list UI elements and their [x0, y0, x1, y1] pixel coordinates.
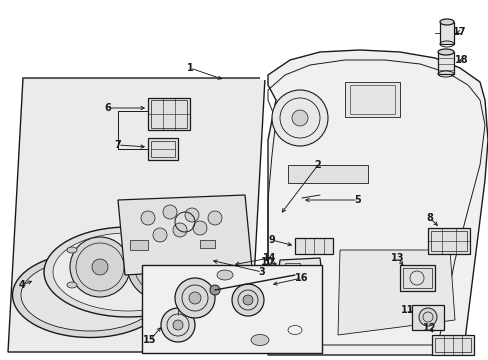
- Bar: [427, 228, 469, 254]
- Circle shape: [153, 228, 167, 242]
- Text: 8: 8: [426, 213, 432, 223]
- Bar: [148, 98, 190, 130]
- Polygon shape: [337, 250, 454, 335]
- Text: 9: 9: [268, 235, 275, 245]
- Circle shape: [175, 278, 215, 318]
- Ellipse shape: [437, 49, 453, 55]
- Bar: [200, 240, 215, 248]
- Circle shape: [161, 308, 195, 342]
- Circle shape: [70, 237, 130, 297]
- Bar: [142, 265, 321, 353]
- Ellipse shape: [217, 270, 232, 280]
- Circle shape: [271, 90, 327, 146]
- Circle shape: [163, 205, 177, 219]
- Ellipse shape: [250, 334, 268, 346]
- Polygon shape: [260, 15, 487, 355]
- Polygon shape: [118, 195, 251, 275]
- Ellipse shape: [13, 252, 167, 338]
- Circle shape: [209, 285, 220, 295]
- Ellipse shape: [44, 227, 212, 317]
- Circle shape: [207, 211, 222, 225]
- Ellipse shape: [53, 233, 203, 311]
- Text: 3: 3: [258, 267, 265, 277]
- Bar: [285, 263, 299, 273]
- Text: 7: 7: [114, 140, 121, 150]
- Bar: [151, 100, 186, 128]
- Text: 16: 16: [295, 273, 308, 283]
- Bar: [349, 85, 394, 114]
- Text: 1: 1: [186, 63, 193, 73]
- Bar: [345, 82, 399, 117]
- Bar: [439, 22, 453, 44]
- Text: 13: 13: [390, 253, 404, 263]
- Circle shape: [127, 230, 197, 300]
- Bar: [148, 138, 178, 160]
- Text: 10: 10: [261, 257, 274, 267]
- Text: 18: 18: [454, 55, 468, 65]
- Ellipse shape: [67, 282, 77, 288]
- Circle shape: [418, 308, 436, 326]
- Bar: [402, 268, 431, 288]
- Ellipse shape: [67, 247, 77, 253]
- Bar: [287, 165, 367, 183]
- Circle shape: [141, 211, 155, 225]
- Bar: [151, 141, 175, 157]
- Bar: [430, 231, 466, 251]
- Circle shape: [193, 221, 206, 235]
- Bar: [434, 338, 470, 352]
- Circle shape: [291, 110, 307, 126]
- Circle shape: [92, 259, 108, 275]
- Bar: [431, 335, 473, 355]
- Text: 4: 4: [19, 280, 25, 290]
- Text: 17: 17: [452, 27, 466, 37]
- Circle shape: [243, 295, 252, 305]
- Text: 5: 5: [354, 195, 361, 205]
- Text: 11: 11: [401, 305, 414, 315]
- Bar: [411, 305, 443, 330]
- Text: 12: 12: [423, 323, 436, 333]
- Polygon shape: [267, 50, 487, 355]
- Text: 6: 6: [104, 103, 111, 113]
- Bar: [399, 265, 434, 291]
- Ellipse shape: [21, 259, 159, 331]
- Text: 15: 15: [143, 335, 157, 345]
- Polygon shape: [278, 258, 321, 277]
- Polygon shape: [8, 78, 264, 352]
- Circle shape: [287, 191, 302, 205]
- Circle shape: [173, 223, 186, 237]
- Bar: [130, 240, 148, 250]
- Text: 2: 2: [314, 160, 321, 170]
- Circle shape: [184, 208, 199, 222]
- Ellipse shape: [184, 279, 195, 285]
- Circle shape: [173, 320, 183, 330]
- Circle shape: [231, 284, 264, 316]
- Bar: [437, 52, 453, 74]
- Bar: [294, 238, 332, 254]
- Circle shape: [189, 292, 201, 304]
- Ellipse shape: [439, 19, 453, 25]
- Ellipse shape: [184, 245, 195, 251]
- Text: 14: 14: [263, 253, 276, 263]
- Circle shape: [152, 255, 172, 275]
